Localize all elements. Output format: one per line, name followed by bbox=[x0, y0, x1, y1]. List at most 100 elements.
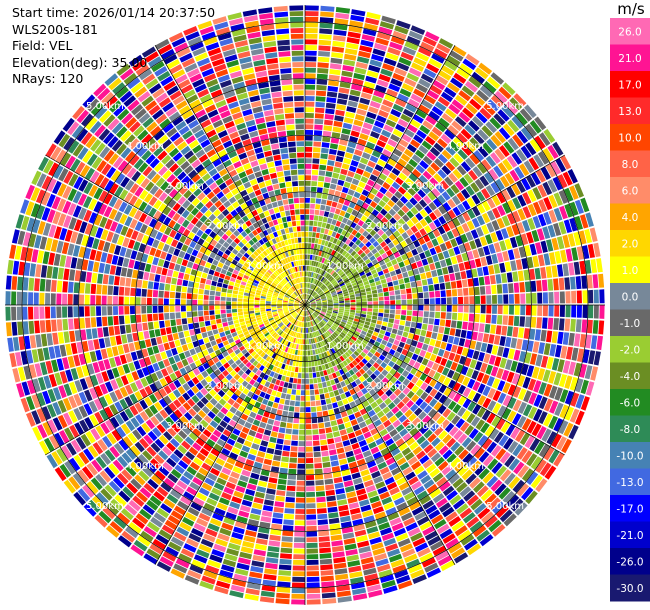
velocity-gate bbox=[547, 317, 554, 330]
velocity-gate bbox=[266, 299, 271, 302]
velocity-gate bbox=[198, 487, 210, 497]
velocity-gate bbox=[270, 320, 276, 325]
velocity-gate bbox=[170, 510, 184, 521]
velocity-gate bbox=[248, 305, 254, 308]
velocity-gate bbox=[419, 401, 428, 411]
velocity-gate bbox=[99, 409, 109, 421]
velocity-gate bbox=[264, 381, 271, 388]
velocity-gate bbox=[362, 122, 373, 130]
velocity-gate bbox=[267, 343, 273, 349]
velocity-gate bbox=[392, 433, 402, 442]
velocity-gate bbox=[262, 353, 269, 360]
velocity-gate bbox=[457, 288, 463, 296]
velocity-gate bbox=[403, 191, 413, 200]
velocity-gate bbox=[384, 346, 391, 353]
velocity-gate bbox=[429, 84, 443, 95]
velocity-gate bbox=[341, 250, 348, 257]
velocity-gate bbox=[361, 387, 368, 395]
velocity-gate bbox=[85, 431, 96, 444]
velocity-gate bbox=[332, 281, 338, 287]
velocity-gate bbox=[336, 351, 342, 357]
velocity-gate bbox=[165, 416, 175, 426]
velocity-gate bbox=[305, 345, 308, 350]
velocity-gate bbox=[453, 429, 464, 441]
velocity-gate bbox=[432, 472, 444, 483]
velocity-gate bbox=[508, 458, 520, 471]
velocity-gate bbox=[383, 585, 398, 594]
velocity-gate bbox=[385, 381, 393, 389]
velocity-gate bbox=[330, 249, 336, 256]
velocity-gate bbox=[185, 336, 192, 344]
velocity-gate bbox=[418, 78, 431, 89]
velocity-gate bbox=[399, 543, 413, 553]
velocity-gate bbox=[124, 408, 134, 419]
velocity-gate bbox=[424, 530, 438, 541]
velocity-gate bbox=[289, 308, 294, 311]
velocity-gate bbox=[305, 5, 319, 11]
velocity-gate bbox=[341, 319, 347, 323]
velocity-gate bbox=[313, 130, 323, 136]
velocity-gate bbox=[317, 289, 322, 294]
velocity-gate bbox=[290, 394, 296, 401]
velocity-gate bbox=[435, 550, 450, 562]
velocity-gate bbox=[351, 259, 358, 266]
velocity-gate bbox=[159, 378, 168, 387]
velocity-gate bbox=[281, 416, 288, 422]
velocity-gate bbox=[445, 240, 453, 250]
velocity-gate bbox=[70, 368, 79, 381]
velocity-gate bbox=[192, 293, 198, 300]
velocity-gate bbox=[354, 529, 367, 537]
velocity-gate bbox=[84, 283, 91, 294]
velocity-gate bbox=[233, 490, 244, 499]
velocity-gate bbox=[434, 318, 440, 326]
velocity-gate bbox=[571, 347, 579, 361]
velocity-gate bbox=[311, 418, 318, 424]
velocity-gate bbox=[478, 323, 485, 333]
velocity-gate bbox=[199, 580, 214, 590]
velocity-gate bbox=[553, 278, 559, 291]
velocity-gate bbox=[292, 576, 305, 582]
velocity-gate bbox=[305, 333, 307, 339]
velocity-gate bbox=[323, 332, 329, 338]
velocity-gate bbox=[218, 452, 228, 461]
velocity-gate bbox=[415, 397, 424, 407]
velocity-gate bbox=[358, 322, 364, 327]
velocity-gate bbox=[351, 360, 358, 366]
velocity-gate bbox=[399, 462, 410, 471]
velocity-gate bbox=[549, 385, 558, 399]
velocity-gate bbox=[264, 393, 271, 400]
velocity-gate bbox=[491, 524, 506, 537]
velocity-gate bbox=[128, 362, 136, 372]
velocity-gate bbox=[221, 522, 234, 531]
velocity-gate bbox=[306, 554, 319, 560]
velocity-gate bbox=[241, 380, 249, 388]
velocity-gate bbox=[353, 191, 361, 199]
velocity-gate bbox=[122, 343, 130, 354]
velocity-gate bbox=[496, 192, 506, 204]
velocity-gate bbox=[356, 199, 364, 207]
velocity-gate bbox=[389, 376, 398, 384]
velocity-gate bbox=[502, 315, 509, 325]
velocity-gate bbox=[442, 223, 451, 232]
velocity-gate bbox=[440, 357, 448, 367]
velocity-gate bbox=[366, 332, 372, 338]
velocity-gate bbox=[490, 479, 503, 492]
velocity-gate bbox=[308, 333, 311, 339]
velocity-gate bbox=[225, 373, 233, 381]
velocity-gate bbox=[481, 224, 490, 235]
velocity-gate bbox=[471, 331, 478, 341]
velocity-gate bbox=[294, 302, 300, 305]
velocity-gate bbox=[369, 495, 380, 504]
velocity-gate bbox=[448, 352, 456, 361]
velocity-gate bbox=[364, 284, 371, 289]
velocity-gate bbox=[422, 285, 429, 292]
velocity-gate bbox=[268, 351, 274, 357]
velocity-gate bbox=[345, 364, 352, 371]
velocity-gate bbox=[324, 421, 331, 428]
velocity-gate bbox=[318, 250, 322, 257]
velocity-gate bbox=[457, 149, 468, 160]
velocity-gate bbox=[494, 131, 506, 144]
velocity-gate bbox=[311, 303, 316, 305]
velocity-gate bbox=[319, 329, 324, 334]
velocity-gate bbox=[338, 296, 344, 300]
